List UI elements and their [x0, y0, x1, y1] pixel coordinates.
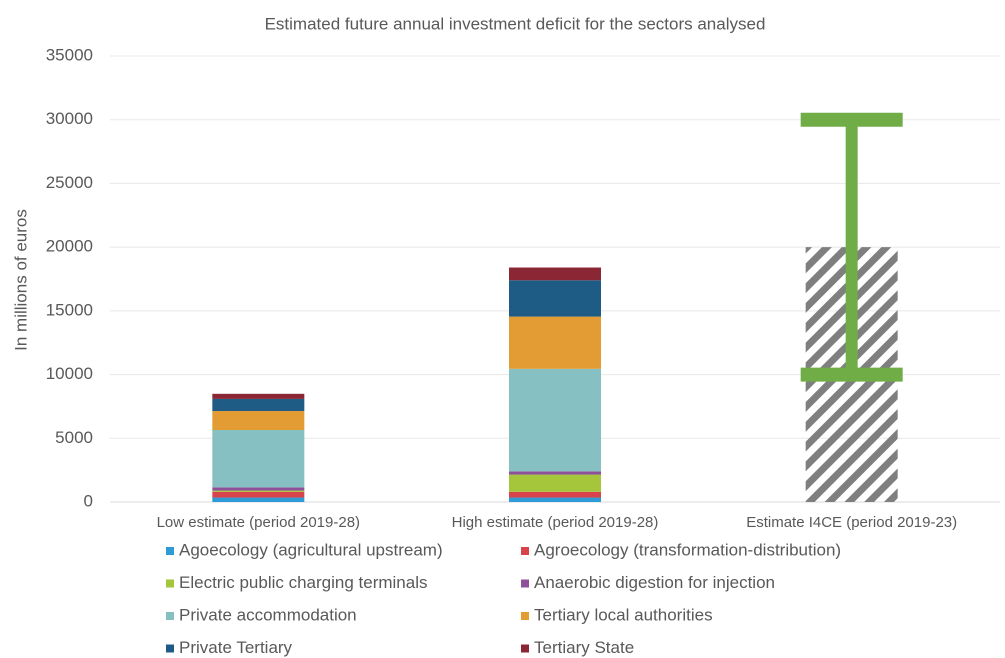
bar-segment: [212, 398, 305, 412]
bar-segment: [509, 267, 601, 281]
bar-segment: [509, 280, 601, 317]
legend-swatch: [521, 644, 529, 653]
x-tick-label: Low estimate (period 2019-28): [157, 514, 360, 531]
bar-segment: [212, 393, 305, 399]
legend-swatch: [166, 579, 174, 588]
y-tick-label: 0: [84, 491, 93, 510]
y-tick-label: 30000: [46, 109, 93, 128]
legend-label: Electric public charging terminals: [179, 573, 428, 592]
y-tick-label: 25000: [46, 173, 93, 192]
legend-label: Agoecology (agricultural upstream): [179, 540, 443, 559]
bar-segment: [509, 491, 601, 498]
y-tick-label: 35000: [46, 45, 93, 64]
legend-swatch: [521, 547, 529, 555]
legend-swatch: [166, 644, 174, 653]
legend-label: Private Tertiary: [179, 638, 293, 657]
legend-swatch: [521, 579, 529, 588]
y-tick-label: 20000: [46, 237, 93, 256]
bar-segment: [509, 368, 601, 472]
y-axis-label: In millions of euros: [11, 209, 30, 351]
bar-segment: [212, 411, 305, 431]
y-tick-label: 10000: [46, 364, 93, 383]
bar-segment: [509, 316, 601, 369]
bar-segment: [212, 430, 305, 488]
bar-segment: [212, 497, 305, 502]
legend-swatch: [166, 612, 174, 620]
bar-segment: [212, 487, 305, 491]
legend-label: Tertiary local authorities: [534, 605, 713, 624]
legend-label: Tertiary State: [534, 638, 634, 657]
y-tick-label: 5000: [55, 428, 93, 447]
bar-segment: [509, 471, 601, 475]
bar-segment: [212, 491, 305, 498]
legend-label: Private accommodation: [179, 605, 357, 624]
legend-label: Anaerobic digestion for injection: [534, 573, 775, 592]
bar-segment: [509, 474, 601, 492]
bar-segment: [212, 490, 305, 492]
y-tick-label: 15000: [46, 300, 93, 319]
x-tick-label: Estimate I4CE (period 2019-23): [746, 514, 957, 531]
legend-swatch: [166, 547, 174, 555]
x-tick-label: High estimate (period 2019-28): [452, 514, 659, 531]
legend-label: Agroecology (transformation-distribution…: [534, 540, 841, 559]
bar-segment: [509, 497, 601, 502]
legend-swatch: [521, 612, 529, 620]
chart-title: Estimated future annual investment defic…: [265, 14, 766, 33]
